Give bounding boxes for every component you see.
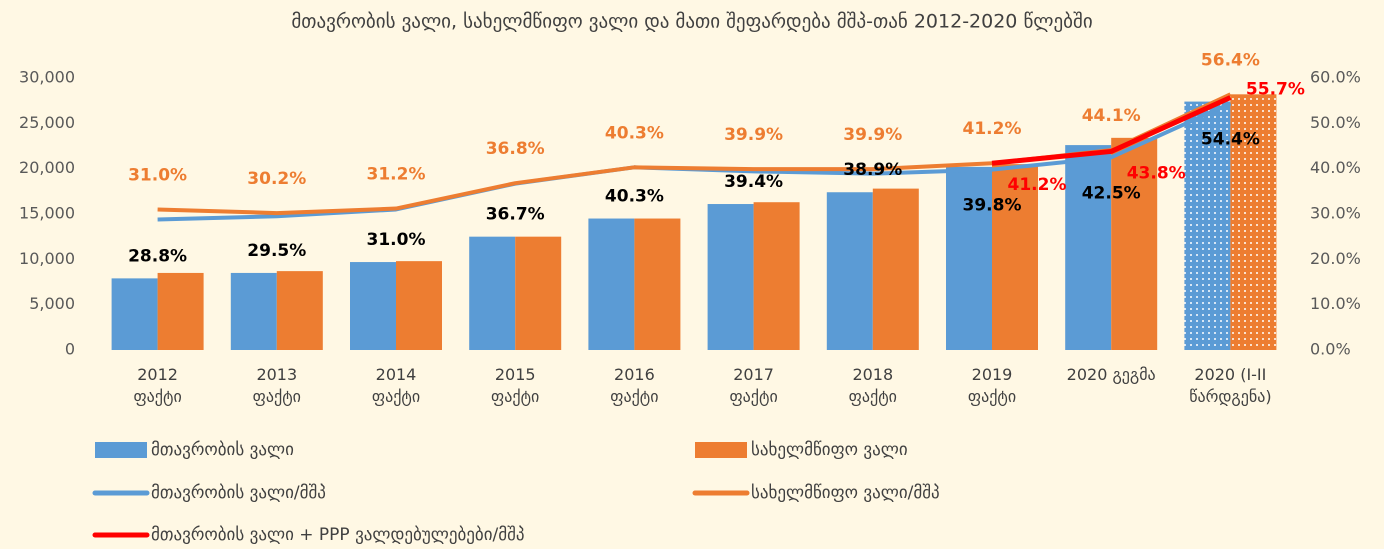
y2-tick-label: 0.0%: [1310, 340, 1351, 359]
bar: [350, 262, 396, 350]
bar: [1230, 94, 1277, 350]
bar: [872, 188, 919, 350]
y2-tick-label: 10.0%: [1310, 294, 1361, 313]
data-label: 39.9%: [724, 125, 783, 145]
x-tick-label: 2012 ფაქტი: [133, 365, 182, 406]
data-label: 31.0%: [367, 230, 426, 250]
bar: [515, 236, 562, 350]
x-tick-label: 2017 ფაქტი: [729, 365, 778, 406]
x-tick-label: 2020 (I-II წარდგენა): [1189, 365, 1272, 406]
data-label: 54.4%: [1201, 129, 1260, 149]
y-tick-label: 0: [65, 340, 75, 359]
data-label: 38.9%: [843, 160, 902, 180]
legend-label: სახელმწიფო ვალი: [751, 440, 908, 460]
legend-label: მთავრობის ვალი/მშპ: [151, 483, 326, 503]
x-tick-label: 2014 ფაქტი: [371, 365, 421, 406]
line: [991, 95, 1232, 166]
data-label: 55.7%: [1246, 79, 1305, 99]
x-tick-label: 2016 ფაქტი: [610, 365, 659, 406]
y-tick-label: 30,000: [19, 68, 75, 87]
data-label: 44.1%: [1082, 106, 1141, 126]
x-tick-label: 2019 ფაქტი: [967, 365, 1017, 406]
bar: [753, 202, 800, 350]
data-label: 29.5%: [247, 241, 306, 261]
bar: [707, 204, 754, 350]
y2-tick-label: 30.0%: [1310, 204, 1361, 223]
x-tick-label: 2013 ფაქტი: [252, 365, 301, 406]
y2-tick-label: 40.0%: [1310, 158, 1361, 177]
y2-tick-label: 50.0%: [1310, 113, 1361, 132]
data-label: 42.5%: [1082, 183, 1141, 203]
legend-label: მთავრობის ვალი + PPP ვალდებულებები/მშპ: [151, 525, 525, 545]
data-label: 31.2%: [367, 165, 426, 185]
bar: [396, 261, 442, 350]
data-label: 39.4%: [724, 172, 783, 192]
legend-label: სახელმწიფო ვალი/მშპ: [751, 483, 940, 503]
data-label: 43.8%: [1127, 163, 1186, 183]
bar: [157, 272, 204, 350]
y-tick-label: 25,000: [19, 113, 75, 132]
data-label: 39.8%: [963, 196, 1022, 216]
chart-title: მთავრობის ვალი, სახელმწიფო ვალი და მათი …: [291, 11, 1092, 33]
y-tick-label: 15,000: [19, 204, 75, 223]
data-label: 30.2%: [247, 169, 306, 189]
data-label: 40.3%: [605, 187, 664, 207]
data-label: 31.0%: [128, 165, 187, 185]
data-label: 39.9%: [843, 125, 902, 145]
y2-tick-label: 60.0%: [1310, 68, 1361, 87]
bar: [634, 218, 681, 350]
y2-tick-label: 20.0%: [1310, 249, 1361, 268]
data-label: 41.2%: [1008, 175, 1067, 195]
data-label: 41.2%: [963, 119, 1022, 139]
legend-label: მთავრობის ვალი: [151, 440, 294, 460]
y-tick-label: 20,000: [19, 158, 75, 177]
bar: [1065, 145, 1112, 350]
bar: [276, 271, 323, 350]
bar: [946, 166, 992, 350]
bar: [1184, 101, 1231, 350]
data-label: 36.7%: [486, 205, 545, 225]
x-tick-label: 2020 გეგმა: [1066, 365, 1156, 384]
bar: [588, 218, 635, 350]
y-tick-label: 10,000: [19, 249, 75, 268]
bar: [1111, 137, 1158, 350]
x-tick-label: 2018 ფაქტი: [848, 365, 897, 406]
x-tick-label: 2015 ფაქტი: [491, 365, 540, 406]
data-label: 36.8%: [486, 139, 545, 159]
data-label: 40.3%: [605, 123, 664, 143]
legend-swatch: [95, 442, 147, 458]
data-label: 56.4%: [1201, 50, 1260, 70]
legend-swatch: [695, 442, 747, 458]
data-label: 28.8%: [128, 246, 187, 266]
bar: [469, 236, 516, 350]
bar: [111, 278, 158, 350]
bar: [992, 164, 1038, 350]
bar: [230, 272, 277, 350]
y-tick-label: 5,000: [29, 294, 75, 313]
bar: [826, 192, 873, 350]
